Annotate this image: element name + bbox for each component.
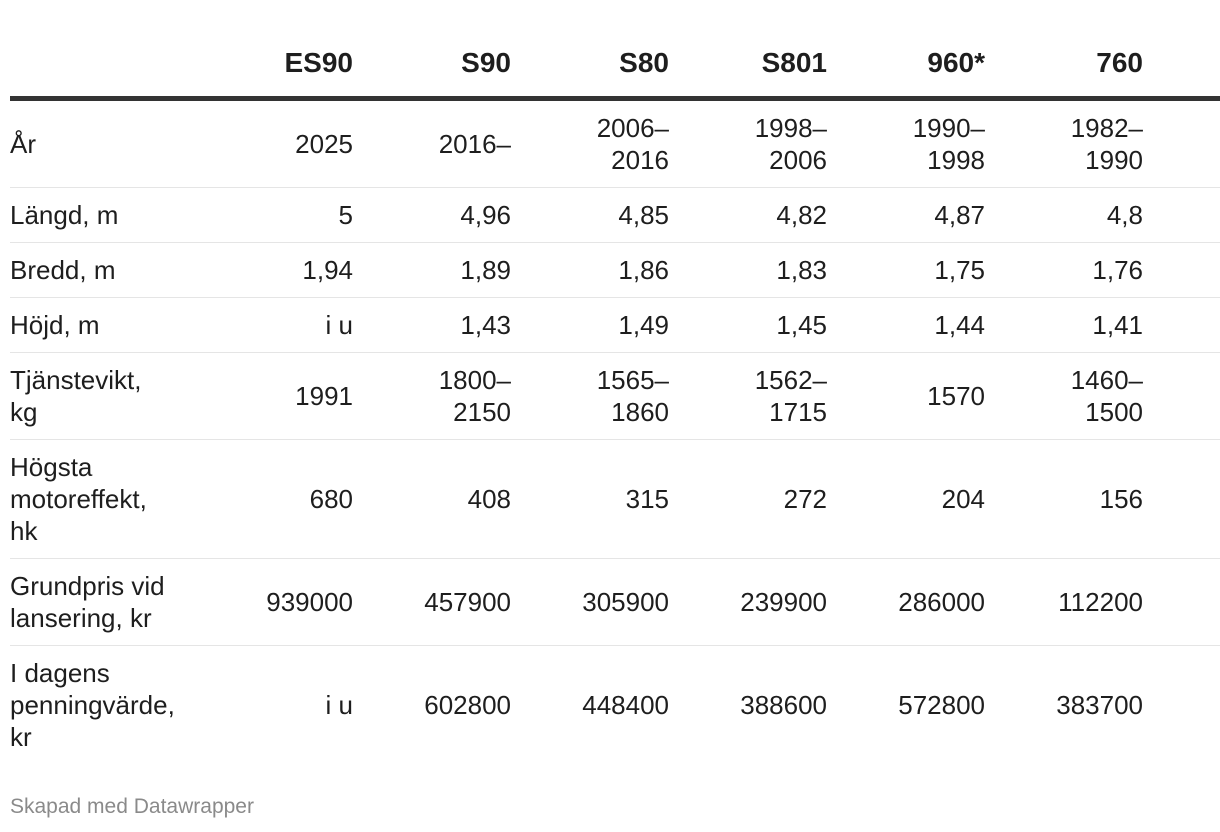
table-cell: 1990– 1998 [827, 98, 985, 188]
row-label: I dagens penningvärde, kr [10, 657, 175, 752]
row-label: År [10, 98, 195, 188]
table-cell: 408 [353, 439, 511, 559]
table-cell: 1,49 [511, 297, 669, 353]
table-row: Tjänstevikt, kg 1991 1800– 2150 1565– 18… [10, 352, 1220, 440]
table-cell-clipped [1143, 242, 1220, 298]
table-cell: 448400 [582, 689, 669, 720]
header-cell-s80[interactable]: S80 [511, 0, 669, 101]
table-cell: 457900 [353, 558, 511, 646]
table-cell: 5 [195, 187, 353, 243]
table-row: I dagens penningvärde, kr i u 602800 448… [10, 645, 1220, 764]
table-cell: 1,83 [669, 242, 827, 298]
table-cell: 204 [827, 439, 985, 559]
table-cell: 1,94 [195, 242, 353, 298]
table-row: Längd, m 5 4,96 4,85 4,82 4,87 4,8 [10, 187, 1220, 243]
header-cell-s90[interactable]: S90 [353, 0, 511, 101]
table-cell: 680 [195, 439, 353, 559]
table-cell: 388600 [740, 689, 827, 720]
comparison-table: ES90 S90 S80 S801 960* 760 År 2025 2016–… [10, 0, 1220, 764]
header-cell-960[interactable]: 960* [827, 0, 985, 101]
table-cell-clipped [1143, 352, 1220, 440]
table-cell: 315 [511, 439, 669, 559]
table-cell: 156 [985, 439, 1143, 559]
table-cell-clipped [1143, 558, 1220, 646]
table-cell: 2025 [195, 98, 353, 188]
table-cell: 1562– 1715 [669, 352, 827, 440]
table-row: Höjd, m i u 1,43 1,49 1,45 1,44 1,41 [10, 297, 1220, 353]
table-cell: 272 [669, 439, 827, 559]
header-cell-s801[interactable]: S801 [669, 0, 827, 101]
table-cell: 4,87 [827, 187, 985, 243]
table-cell: 1,86 [511, 242, 669, 298]
table-cell-clipped [1143, 98, 1220, 188]
table-cell: 383700 [1056, 689, 1143, 720]
table-cell-clipped [1143, 439, 1220, 559]
table-cell-clipped [1143, 187, 1220, 243]
header-row: ES90 S90 S80 S801 960* 760 [10, 0, 1220, 101]
table-cell: 4,85 [511, 187, 669, 243]
table-cell: 4,96 [353, 187, 511, 243]
table-cell: 112200 [985, 558, 1143, 646]
table-row: Grundpris vid lansering, kr 939000 45790… [10, 558, 1220, 646]
row-label: Bredd, m [10, 242, 195, 298]
table-cell: 4,8 [985, 187, 1143, 243]
table-cell: 1,44 [827, 297, 985, 353]
table-cell: 1998– 2006 [669, 98, 827, 188]
table-cell: 2006– 2016 [511, 98, 669, 188]
table-row: Bredd, m 1,94 1,89 1,86 1,83 1,75 1,76 [10, 242, 1220, 298]
table-cell: 1982– 1990 [985, 98, 1143, 188]
header-cell-hidden [1143, 0, 1220, 101]
table-cell: 1,75 [827, 242, 985, 298]
comparison-table-container: ES90 S90 S80 S801 960* 760 År 2025 2016–… [10, 0, 1220, 770]
table-cell: i u [325, 689, 353, 720]
table-cell: 1,89 [353, 242, 511, 298]
table-cell: 572800 [898, 689, 985, 720]
header-cell-760[interactable]: 760 [985, 0, 1143, 101]
header-cell-es90[interactable]: ES90 [195, 0, 353, 101]
row-label: Grundpris vid lansering, kr [10, 558, 195, 646]
table-cell: 1,43 [353, 297, 511, 353]
table-cell: 4,82 [669, 187, 827, 243]
row-label: Högsta motoreffekt, hk [10, 439, 195, 559]
table-cell-clipped [1143, 297, 1220, 353]
table-cell: 602800 [424, 689, 511, 720]
table-row: År 2025 2016– 2006– 2016 1998– 2006 1990… [10, 98, 1220, 188]
table-cell: 1,76 [985, 242, 1143, 298]
table-cell: 1800– 2150 [353, 352, 511, 440]
table-cell: 939000 [195, 558, 353, 646]
table-cell: i u [195, 297, 353, 353]
table-cell: 1991 [195, 352, 353, 440]
table-cell-clipped: 3 [1143, 645, 1220, 764]
header-cell-label [10, 0, 195, 101]
table-cell: 305900 [511, 558, 669, 646]
datawrapper-credit[interactable]: Skapad med Datawrapper [10, 795, 254, 818]
row-label: Tjänstevikt, kg [10, 352, 195, 440]
table-cell: 286000 [827, 558, 985, 646]
row-label: Längd, m [10, 187, 195, 243]
table-cell: 1570 [827, 352, 985, 440]
table-cell: 1460– 1500 [985, 352, 1143, 440]
table-row: Högsta motoreffekt, hk 680 408 315 272 2… [10, 439, 1220, 559]
table-cell: 1,45 [669, 297, 827, 353]
table-cell: 1,41 [985, 297, 1143, 353]
table-cell: 1565– 1860 [511, 352, 669, 440]
table-cell: 2016– [353, 98, 511, 188]
table-cell: 239900 [669, 558, 827, 646]
row-label: Höjd, m [10, 297, 195, 353]
